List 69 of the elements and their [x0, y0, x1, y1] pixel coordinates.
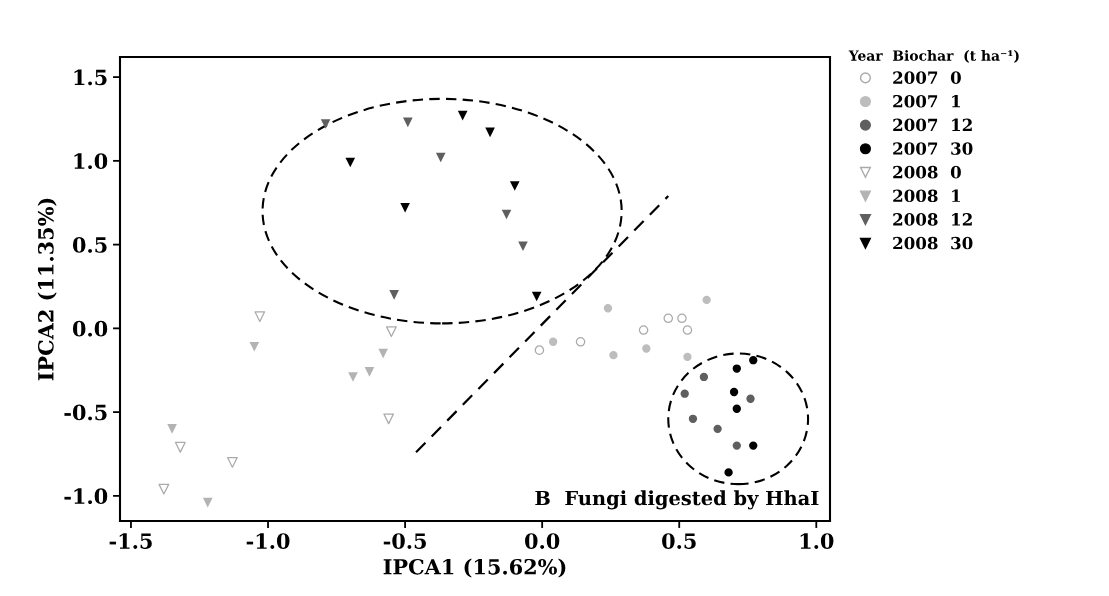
point: [348, 372, 358, 382]
legend-label: 2007 30: [893, 142, 973, 155]
y-tick-label: -1.0: [64, 488, 108, 505]
y-tick-label: 0.5: [72, 237, 107, 253]
annotation: B Fungi digested by HhaI: [535, 490, 819, 510]
point: [202, 497, 213, 508]
point: [749, 441, 758, 450]
point: [663, 313, 674, 324]
point: [749, 356, 758, 365]
point: [345, 157, 356, 168]
point: [320, 119, 331, 129]
point: [732, 441, 741, 450]
x-tick-label: -0.5: [383, 533, 426, 549]
point: [249, 341, 260, 352]
x-tick-label: -1.0: [246, 533, 290, 549]
point: [638, 325, 649, 335]
legend-label: 2008 0: [893, 165, 961, 179]
point: [603, 304, 613, 313]
point: [548, 337, 558, 346]
point: [378, 348, 388, 359]
y-tick-label: -0.5: [64, 404, 107, 421]
point: [724, 468, 733, 477]
x-tick-label: 0.0: [525, 533, 560, 549]
point: [677, 313, 687, 324]
point: [254, 311, 266, 323]
point: [713, 424, 722, 434]
point: [609, 351, 618, 360]
legend-label: 2007 12: [893, 118, 972, 132]
point: [729, 387, 739, 397]
point: [680, 389, 689, 398]
legend-label: 2007 1: [893, 94, 961, 108]
legend-title: Year Biochar (t ha⁻¹): [848, 50, 1019, 63]
point: [642, 344, 651, 353]
y-axis-title: IPCA2 (11.35%): [37, 198, 57, 381]
point: [167, 424, 177, 434]
y-tick-label: 1.0: [74, 153, 108, 170]
legend-label: 2008 12: [893, 213, 972, 226]
point: [534, 345, 545, 355]
point: [158, 483, 170, 495]
point: [400, 202, 410, 213]
point: [226, 456, 238, 468]
point: [699, 372, 709, 382]
legend-label: 2008 1: [893, 189, 961, 203]
point: [746, 394, 755, 403]
point: [389, 290, 399, 300]
point: [435, 152, 446, 163]
point: [457, 110, 468, 121]
point: [385, 326, 397, 338]
point: [383, 413, 395, 425]
x-tick-label: 1.0: [800, 533, 834, 549]
x-tick-label: 0.5: [662, 533, 696, 549]
point: [531, 291, 542, 302]
x-tick-label: -1.5: [109, 533, 152, 549]
legend-label: 2007 0: [893, 71, 961, 84]
y-tick-label: 0.0: [72, 320, 108, 337]
y-tick-label: 1.5: [74, 69, 107, 86]
point: [364, 367, 375, 377]
point: [575, 336, 586, 347]
point: [518, 241, 528, 252]
point: [702, 295, 711, 305]
point: [683, 352, 692, 362]
point: [682, 325, 693, 335]
point: [732, 364, 741, 373]
point: [732, 404, 741, 413]
legend-label: 2008 30: [893, 236, 973, 250]
point: [509, 181, 520, 191]
point: [174, 441, 186, 453]
point: [688, 414, 698, 423]
x-axis-title: IPCA1 (15.62%): [383, 558, 566, 578]
